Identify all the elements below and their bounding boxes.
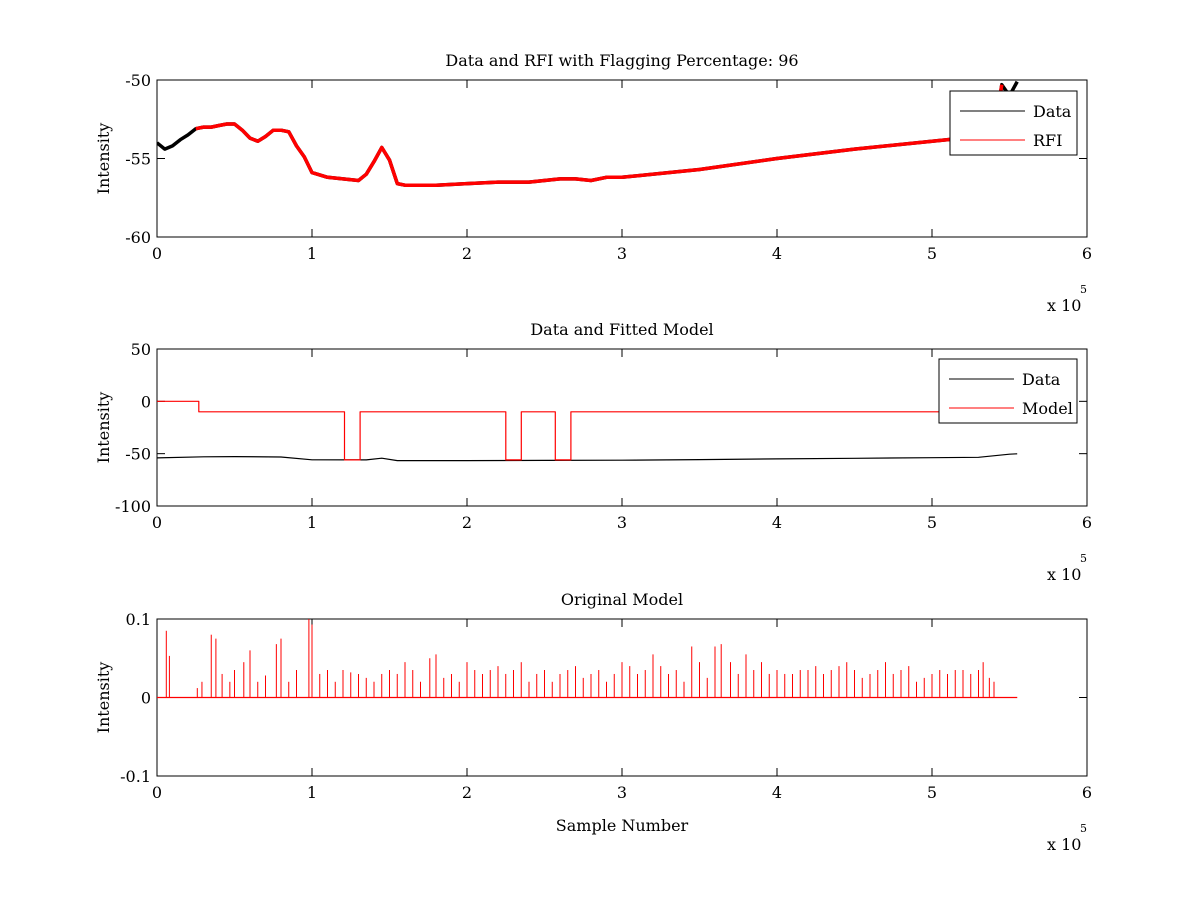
y-tick-label: 50 (131, 340, 151, 359)
x-tick-label: 2 (462, 513, 472, 532)
series-line-data (157, 453, 1018, 462)
x-tick-label: 0 (152, 244, 162, 263)
x-tick-label: 5 (927, 513, 937, 532)
series-line-rfi (195, 84, 1004, 187)
x-tick-label: 1 (307, 244, 317, 263)
x-exponent-power: 5 (1080, 552, 1087, 565)
y-tick-label: 0 (141, 689, 151, 708)
series-group (157, 619, 1018, 699)
y-axis-label: Intensity (94, 392, 113, 464)
y-tick-label: 0 (141, 392, 151, 411)
x-exponent-label: x 10 (1047, 565, 1081, 584)
legend-box (938, 358, 1078, 424)
y-tick-label: 0.1 (126, 610, 151, 629)
chart-title: Data and Fitted Model (530, 320, 713, 339)
chart-panel-2: Data and Fitted Model 0 1 2 3 4 5 6 -100 -50 0 50 In… (94, 320, 1092, 584)
x-tick-label: 6 (1082, 783, 1092, 802)
x-tick-label: 3 (617, 513, 627, 532)
chart-title: Data and RFI with Flagging Percentage: 9… (445, 51, 798, 70)
x-tick-label: 4 (772, 783, 782, 802)
y-tick-label: -50 (125, 71, 151, 90)
x-tick-label: 5 (927, 783, 937, 802)
chart-panel-1: Data and RFI with Flagging Percentage: 9… (94, 51, 1092, 315)
plot-area (156, 79, 1088, 238)
y-tick-label: -100 (115, 497, 151, 516)
x-tick-label: 5 (927, 244, 937, 263)
legend-label: Data (1033, 102, 1072, 121)
legend: Data RFI (949, 90, 1078, 156)
x-tick-label: 4 (772, 513, 782, 532)
x-tick-label: 3 (617, 244, 627, 263)
x-tick-label: 1 (307, 783, 317, 802)
series-group (157, 400, 1018, 462)
x-exponent-power: 5 (1080, 283, 1087, 296)
legend-label: RFI (1033, 131, 1062, 150)
y-tick-label: -50 (125, 445, 151, 464)
x-exponent-label: x 10 (1047, 835, 1081, 854)
legend-label: Model (1022, 399, 1073, 418)
plot-area (156, 348, 1088, 507)
x-exponent-label: x 10 (1047, 296, 1081, 315)
x-axis-label: Sample Number (556, 816, 689, 835)
x-tick-label: 6 (1082, 244, 1092, 263)
x-tick-label: 3 (617, 783, 627, 802)
legend: Data Model (938, 358, 1078, 424)
y-tick-label: -0.1 (120, 767, 151, 786)
y-axis-label: Intensity (94, 123, 113, 195)
x-tick-label: 4 (772, 244, 782, 263)
x-exponent-power: 5 (1080, 822, 1087, 835)
x-tick-label: 2 (462, 783, 472, 802)
x-tick-label: 0 (152, 783, 162, 802)
x-tick-label: 2 (462, 244, 472, 263)
x-tick-label: 1 (307, 513, 317, 532)
legend-label: Data (1022, 370, 1061, 389)
y-axis-label: Intensity (94, 662, 113, 734)
x-tick-label: 0 (152, 513, 162, 532)
y-tick-label: -55 (125, 150, 151, 169)
series-line-model (157, 400, 1018, 461)
chart-title: Original Model (561, 590, 683, 609)
series-group (157, 80, 1019, 187)
x-tick-label: 6 (1082, 513, 1092, 532)
legend-box (949, 90, 1078, 156)
y-tick-label: -60 (125, 228, 151, 247)
